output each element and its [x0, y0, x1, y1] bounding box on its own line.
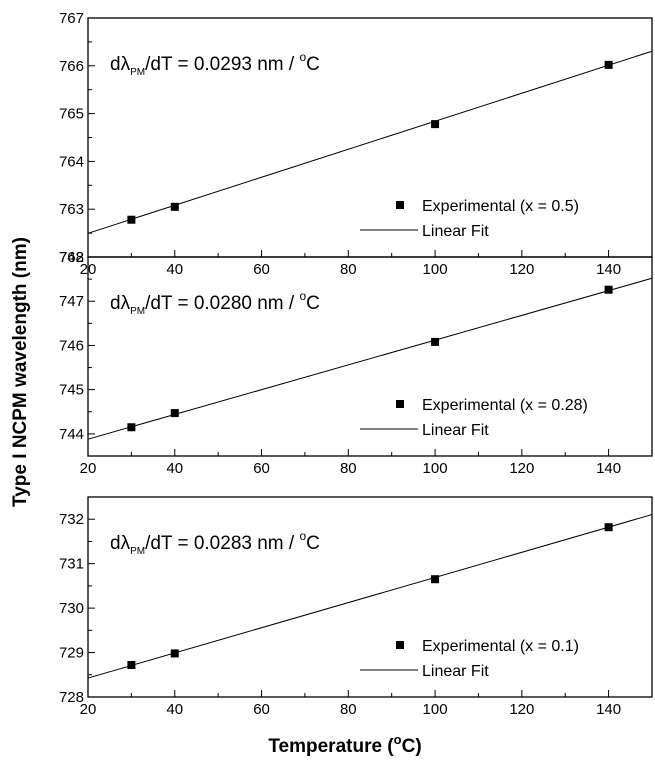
panel-2-x-tick-label: 100 — [423, 460, 448, 477]
panel-1-x-tick-label: 120 — [509, 261, 534, 278]
panel-3-y-tick-label: 730 — [59, 600, 84, 617]
panel-1-x-tick-label: 40 — [166, 261, 183, 278]
panel-2-legend-experimental: Experimental (x = 0.28) — [422, 397, 588, 414]
panel-1-x-tick-label: 80 — [340, 261, 357, 278]
panel-2-point — [431, 337, 440, 346]
panel-1-point — [127, 215, 136, 224]
panel-3-x-tick-label: 100 — [423, 701, 448, 718]
panel-2-y-tick-label: 747 — [59, 293, 84, 310]
panel-2-legend-marker — [396, 400, 404, 408]
x-axis-title-sup: o — [394, 732, 402, 747]
panel-1-y-tick-label: 762 — [59, 249, 84, 266]
panel-1-annotation-part: dλ — [110, 54, 131, 75]
panel-3-x-tick-label: 60 — [253, 701, 270, 718]
panel-1-x-tick-label: 100 — [423, 261, 448, 278]
panel-1-fit-line — [87, 50, 653, 234]
panel-3-annotation-part: /dT = 0.0283 nm / — [145, 533, 299, 554]
panel-3-annotation-part: C — [306, 533, 320, 554]
panel-1-y-tick-label: 765 — [59, 106, 84, 123]
panel-1-annotation-part: C — [306, 54, 320, 75]
panel-2-y-tick-label: 744 — [59, 426, 84, 443]
panel-1-y-tick-label: 767 — [59, 10, 84, 27]
panel-2-x-tick-label: 60 — [253, 460, 270, 477]
panel-2: 20 40 60 80 100 120 140 744 745 746 747 748 dλPM/dT … — [59, 249, 653, 477]
panel-1-point — [604, 60, 613, 69]
panel-1-point — [170, 202, 179, 211]
panel-2-point — [127, 423, 136, 432]
panel-3-y-tick-label: 731 — [59, 556, 84, 573]
panel-2-legend-fit: Linear Fit — [422, 422, 489, 439]
panel-2-annotation-part: C — [306, 293, 320, 314]
panel-2-x-tick-label: 120 — [509, 460, 534, 477]
panel-2-annotation-part: o — [299, 289, 306, 303]
y-axis-title: Type I NCPM wavelength (nm) — [10, 237, 31, 507]
panel-3-legend-experimental: Experimental (x = 0.1) — [422, 638, 579, 655]
panel-2-x-tick-label: 80 — [340, 460, 357, 477]
panel-2-y-tick-label: 748 — [59, 249, 84, 266]
panel-3-annotation-part: dλ — [110, 533, 131, 554]
panel-3-y-tick-label: 729 — [59, 645, 84, 662]
panel-1-legend-fit: Linear Fit — [422, 223, 489, 240]
panel-1-point — [431, 120, 440, 129]
panel-1-annotation: dλPM/dT = 0.0293 nm / oC — [110, 50, 320, 78]
panel-1-annotation-part: /dT = 0.0293 nm / — [145, 54, 299, 75]
panel-2-point — [170, 409, 179, 418]
panel-3-legend-fit: Linear Fit — [422, 663, 489, 680]
panel-3-point — [170, 649, 179, 658]
panel-1-y-tick-label: 764 — [59, 153, 84, 170]
panel-2-x-tick-label: 40 — [166, 460, 183, 477]
panel-3-point — [127, 661, 136, 669]
panel-3-legend-marker — [396, 641, 404, 649]
panel-1-annotation-part: o — [299, 50, 306, 64]
panel-2-y-tick-label: 745 — [59, 382, 84, 399]
panel-1-annotation-part: PM — [130, 67, 145, 78]
panel-3-frame — [87, 496, 653, 698]
panel-2-annotation-part: PM — [130, 306, 145, 317]
x-axis-title: Temperature (oC) — [268, 732, 421, 757]
panel-2-annotation: dλPM/dT = 0.0280 nm / oC — [110, 289, 320, 317]
x-axis-title-suffix: C) — [402, 736, 422, 757]
panel-1-x-tick-label: 60 — [253, 261, 270, 278]
panel-2-x-tick-label: 20 — [80, 460, 97, 477]
panel-3-x-tick-label: 120 — [509, 701, 534, 718]
panel-3-annotation-part: PM — [130, 546, 145, 557]
panel-3-x-tick-label: 20 — [80, 701, 97, 718]
x-axis-title-prefix: Temperature ( — [268, 736, 394, 757]
panel-3-point — [431, 575, 440, 584]
panel-1-legend-marker — [396, 201, 404, 209]
panel-2-frame — [87, 256, 653, 457]
panel-1-x-tick-label: 140 — [596, 261, 621, 278]
panel-3-x-tick-label: 80 — [340, 701, 357, 718]
panel-3-annotation-part: o — [299, 529, 306, 543]
panel-3-x-tick-label: 40 — [166, 701, 183, 718]
panel-1-y-tick-label: 763 — [59, 201, 84, 218]
panel-3-annotation: dλPM/dT = 0.0283 nm / oC — [110, 529, 320, 557]
panel-3: 20 40 60 80 100 120 140 728 729 730 731 732 dλPM/dT … — [59, 496, 653, 718]
panel-3-x-tick-label: 140 — [596, 701, 621, 718]
panel-3-fit-line — [87, 514, 653, 679]
panel-1: 20 40 60 80 100 120 140762763764765766767dλPM/… — [59, 10, 653, 278]
panel-2-point — [604, 285, 613, 294]
panel-3-y-tick-label: 732 — [59, 511, 84, 528]
panel-2-y-tick-label: 746 — [59, 337, 84, 354]
panel-2-annotation-part: /dT = 0.0280 nm / — [145, 293, 299, 314]
panel-1-y-tick-label: 766 — [59, 58, 84, 75]
panel-2-annotation-part: dλ — [110, 293, 131, 314]
panel-1-legend-experimental: Experimental (x = 0.5) — [422, 198, 579, 215]
panel-2-fit-line — [87, 277, 653, 440]
panel-2-x-tick-label: 140 — [596, 460, 621, 477]
panel-3-point — [604, 523, 613, 532]
panel-3-y-tick-label: 728 — [59, 689, 84, 706]
